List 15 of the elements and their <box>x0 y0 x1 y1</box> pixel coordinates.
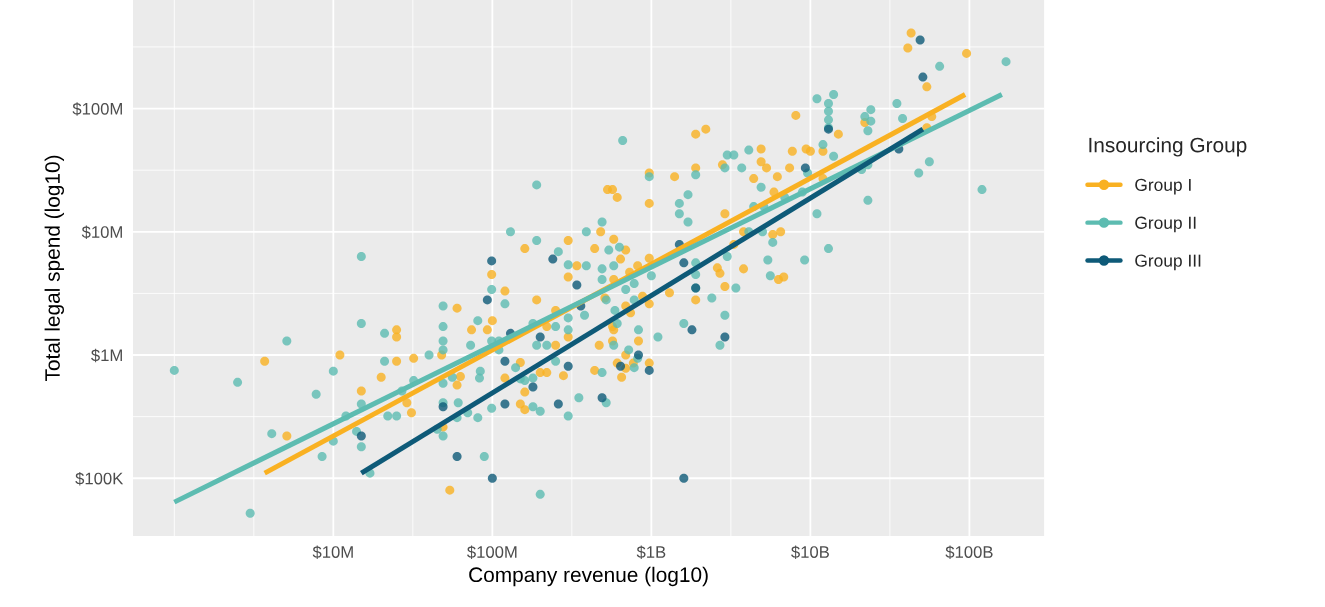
legend-label: Group I <box>1135 178 1191 195</box>
y-tick-label: $1M <box>91 348 122 363</box>
legend-label: Group III <box>1135 254 1201 271</box>
y-tick-label: $100M <box>72 102 122 116</box>
legend-title: Insourcing Group <box>1089 137 1247 157</box>
x-tick-label: $100B <box>945 545 993 559</box>
x-tick-label: $10M <box>312 545 353 559</box>
y-axis-title: Total legal spend (log10) <box>44 155 65 382</box>
x-tick-label: $10B <box>791 545 829 559</box>
legend-label: Group II <box>1135 216 1196 233</box>
x-axis-title: Company revenue (log10) <box>469 566 708 587</box>
x-tick-label: $100M <box>467 545 517 559</box>
y-tick-label: $10M <box>81 225 122 239</box>
x-tick-label: $1B <box>636 545 666 559</box>
y-tick-label: $100K <box>75 471 124 486</box>
